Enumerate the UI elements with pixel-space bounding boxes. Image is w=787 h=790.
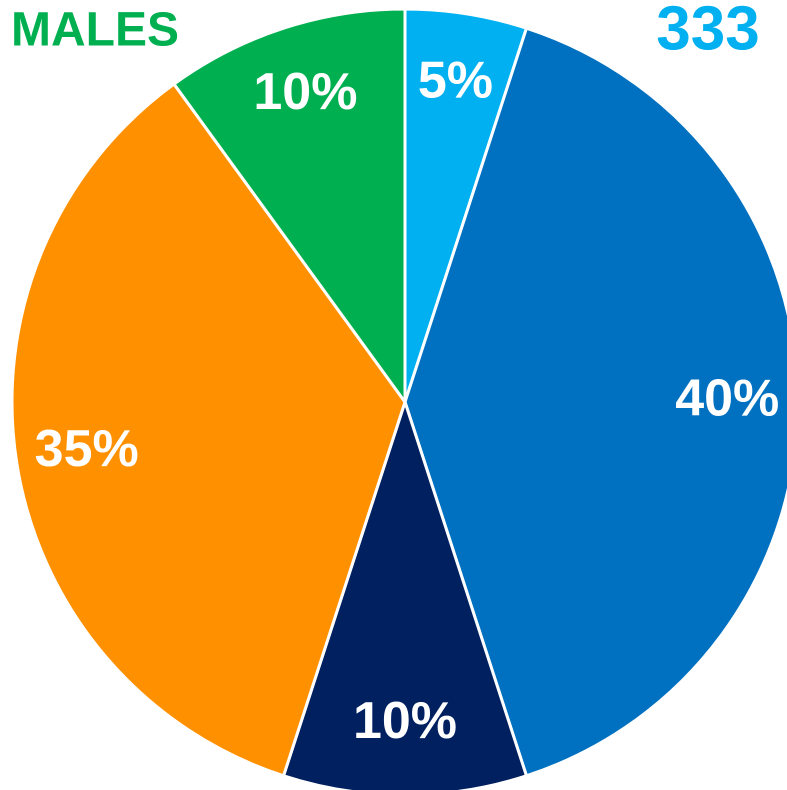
data-label: 40% [675,370,779,428]
pie-slice [10,81,407,778]
data-label: 5% [418,51,493,109]
data-label: 10% [353,692,457,750]
pie [10,7,787,790]
annotation: MALES [11,4,179,57]
pie-slice [171,7,407,407]
data-label: 10% [253,63,357,121]
data-label: 35% [35,420,139,478]
pie-slice [281,397,529,790]
pie-slice [403,26,787,778]
annotation: 333 [656,0,759,63]
